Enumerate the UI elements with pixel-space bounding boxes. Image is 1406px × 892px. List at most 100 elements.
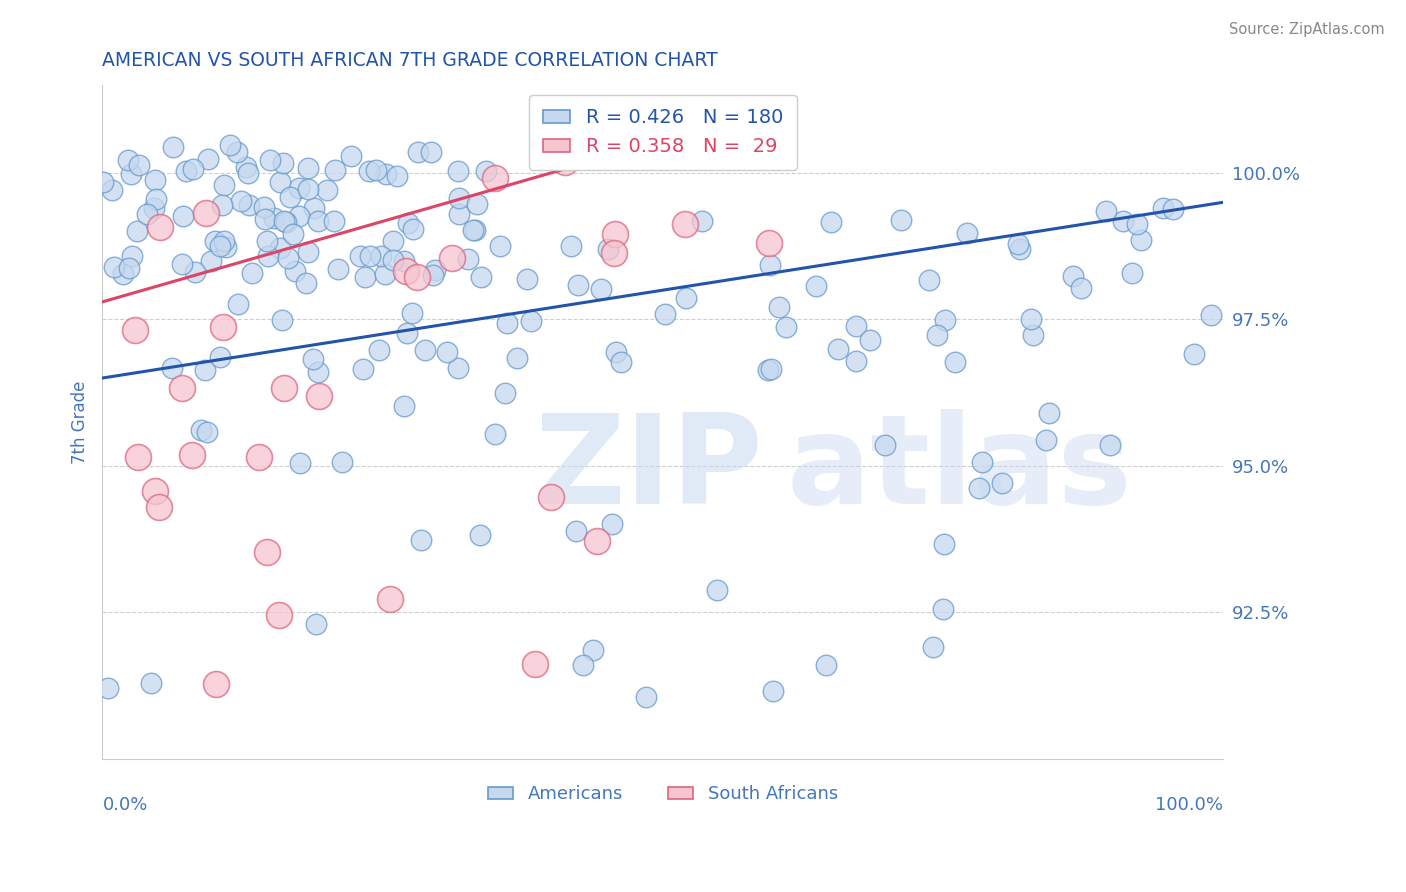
Point [226,145,249,159]
Point [889,213,911,227]
Point [148,500,170,514]
Point [211,198,233,212]
Point [991,475,1014,490]
Legend: Americans, South Africans: Americans, South Africans [481,778,845,811]
Point [931,602,953,616]
Point [600,517,623,532]
Point [259,153,281,168]
Point [208,350,231,364]
Point [181,161,204,176]
Point [287,180,309,194]
Point [271,156,294,170]
Point [554,155,576,169]
Point [1035,433,1057,447]
Point [406,145,429,159]
Point [382,253,405,268]
Point [273,214,295,228]
Point [181,448,204,462]
Point [505,351,527,365]
Point [209,239,232,253]
Point [118,260,141,275]
Point [524,657,547,671]
Point [271,313,294,327]
Point [1112,214,1135,228]
Point [1095,204,1118,219]
Point [247,450,270,464]
Point [354,270,377,285]
Point [277,252,299,266]
Point [120,167,142,181]
Text: AMERICAN VS SOUTH AFRICAN 7TH GRADE CORRELATION CHART: AMERICAN VS SOUTH AFRICAN 7TH GRADE CORR… [103,51,718,70]
Point [465,197,488,211]
Point [322,214,344,228]
Point [1070,281,1092,295]
Point [263,211,285,225]
Point [567,277,589,292]
Point [520,313,543,327]
Point [449,207,471,221]
Point [128,157,150,171]
Point [194,206,217,220]
Point [364,162,387,177]
Point [288,457,311,471]
Point [121,249,143,263]
Point [235,160,257,174]
Point [484,426,506,441]
Point [581,643,603,657]
Point [845,318,868,333]
Point [172,209,194,223]
Point [758,235,780,250]
Point [297,244,319,259]
Point [236,166,259,180]
Point [589,282,612,296]
Point [396,215,419,229]
Point [273,381,295,395]
Point [425,263,447,277]
Point [1182,347,1205,361]
Point [194,363,217,377]
Point [302,352,325,367]
Point [91,175,114,189]
Point [143,173,166,187]
Point [690,213,713,227]
Point [204,677,226,691]
Point [174,164,197,178]
Point [349,249,371,263]
Point [256,235,278,249]
Point [340,149,363,163]
Text: 100.0%: 100.0% [1156,796,1223,814]
Point [357,163,380,178]
Point [162,140,184,154]
Point [375,167,398,181]
Point [447,361,470,376]
Point [212,234,235,248]
Point [326,262,349,277]
Point [297,161,319,175]
Point [463,223,485,237]
Point [464,223,486,237]
Point [297,182,319,196]
Point [1161,202,1184,216]
Point [274,215,297,229]
Point [956,226,979,240]
Point [145,192,167,206]
Point [1007,236,1029,251]
Point [468,528,491,542]
Point [307,214,329,228]
Point [475,164,498,178]
Point [117,153,139,168]
Point [859,333,882,347]
Point [238,198,260,212]
Point [827,342,849,356]
Point [967,482,990,496]
Point [395,264,418,278]
Point [204,234,226,248]
Point [269,241,291,255]
Point [768,300,790,314]
Point [308,389,330,403]
Point [449,191,471,205]
Point [759,258,782,272]
Text: atlas: atlas [786,409,1132,530]
Point [488,238,510,252]
Point [323,162,346,177]
